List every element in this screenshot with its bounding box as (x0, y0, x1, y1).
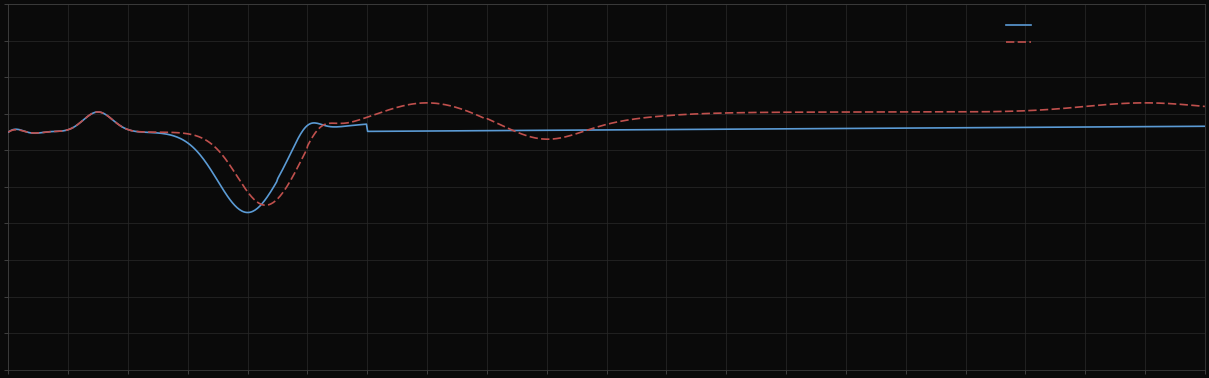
Legend: , : , (1006, 20, 1039, 48)
